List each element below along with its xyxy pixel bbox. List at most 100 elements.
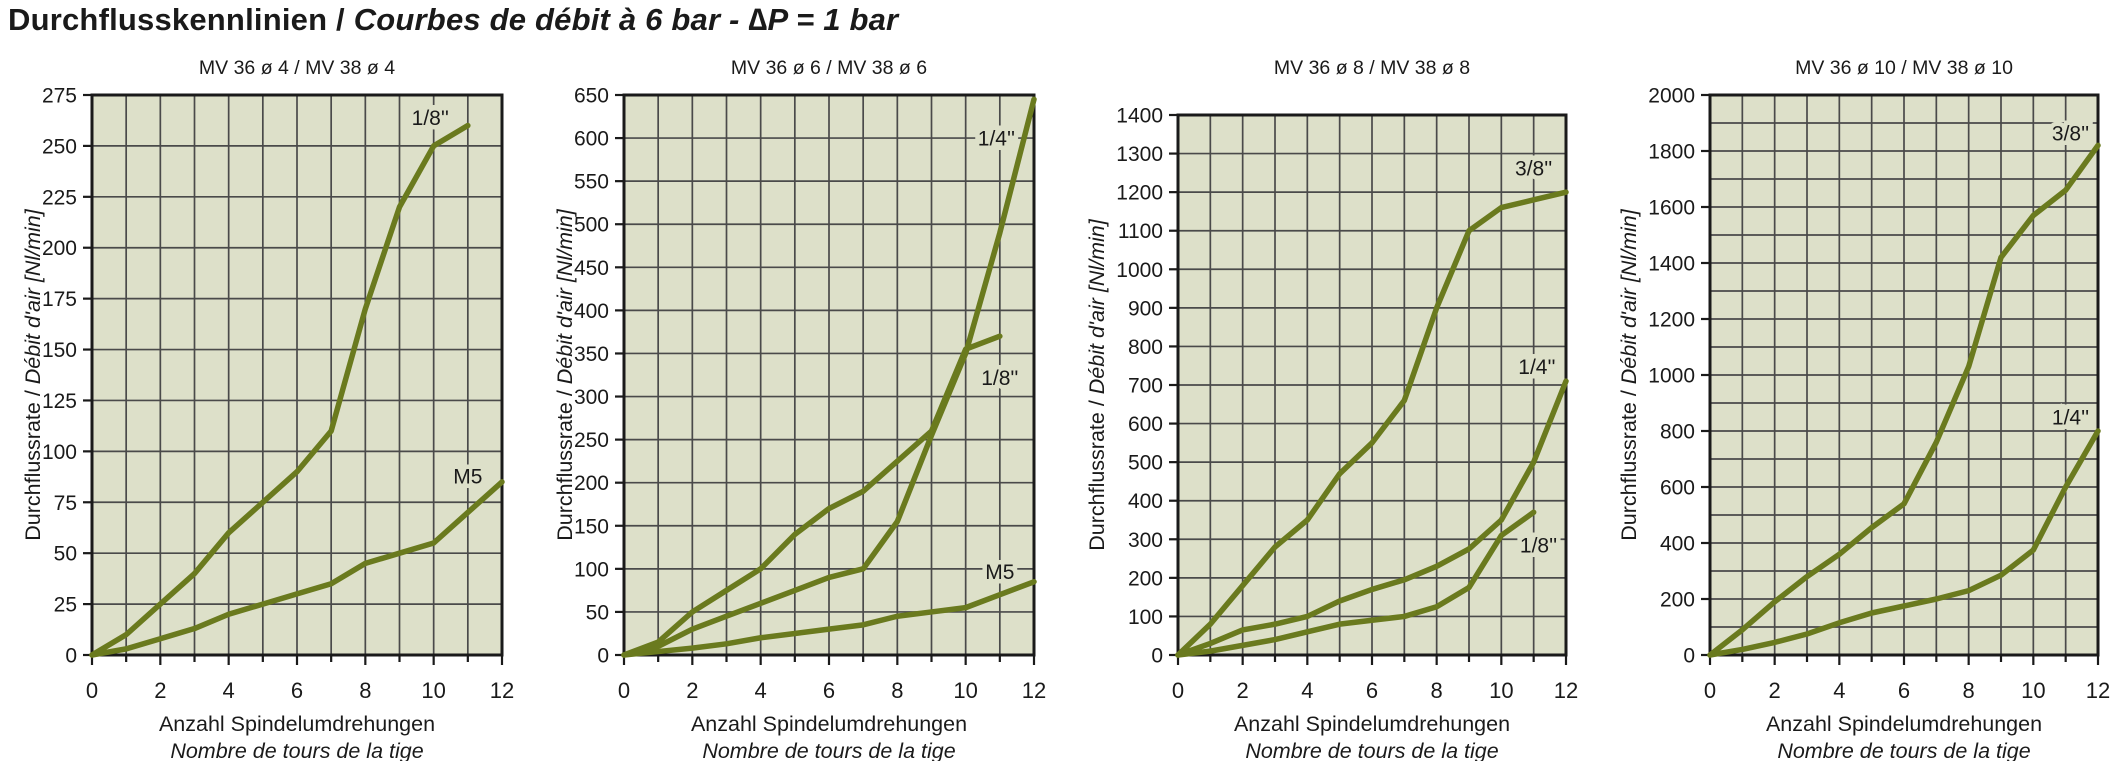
curve-label: 1/8'' — [1520, 535, 1557, 558]
y-tick-label: 225 — [42, 186, 77, 209]
y-tick-label: 100 — [1128, 606, 1163, 629]
y-tick-label: 25 — [54, 594, 77, 617]
y-tick-label: 200 — [1128, 567, 1163, 590]
y-tick-label: 550 — [574, 171, 609, 194]
x-tick-label: 2 — [1769, 678, 1781, 703]
y-tick-label: 0 — [597, 645, 609, 668]
page-title-de: Durchflusskennlinien — [8, 2, 328, 37]
y-tick-label: 0 — [1151, 645, 1163, 668]
curve-label: 1/4'' — [2052, 407, 2089, 430]
y-tick-label: 400 — [1660, 533, 1695, 556]
x-axis-title-de: Anzahl Spindelumdrehungen — [1766, 712, 2042, 736]
y-tick-label: 275 — [42, 85, 77, 108]
chart-subtitle: MV 36 ø 8 / MV 38 ø 8 — [1274, 57, 1470, 79]
curve-18 — [1175, 509, 1537, 658]
y-tick-label: 1200 — [1648, 309, 1695, 332]
x-tick-label: 4 — [1301, 678, 1313, 703]
curve-18 — [621, 333, 1003, 658]
y-tick-label: 400 — [1128, 490, 1163, 513]
y-tick-label: 150 — [574, 515, 609, 538]
curve-38 — [1175, 189, 1569, 658]
y-tick-label: 800 — [1128, 336, 1163, 359]
curve-M5 — [89, 479, 505, 658]
x-tick-label: 0 — [618, 678, 630, 703]
x-tick-label: 0 — [1704, 678, 1716, 703]
y-tick-label: 250 — [42, 135, 77, 158]
y-tick-label: 250 — [574, 429, 609, 452]
y-axis-title: Durchflussrate / Débit d'air [Nl/min] — [1617, 208, 1641, 541]
page-title: Durchflusskennlinien / Courbes de débit … — [8, 2, 898, 38]
y-tick-label: 175 — [42, 288, 77, 311]
x-axis-title-de: Anzahl Spindelumdrehungen — [1234, 712, 1510, 736]
y-tick-label: 1400 — [1648, 253, 1695, 276]
curve-label: 1/8'' — [412, 107, 449, 130]
y-tick-label: 400 — [574, 300, 609, 323]
x-tick-label: 2 — [154, 678, 166, 703]
y-axis-title: Durchflussrate / Débit d'air [Nl/min] — [21, 208, 45, 541]
y-tick-label: 2000 — [1648, 85, 1695, 108]
curve-label: 3/8'' — [2052, 122, 2089, 145]
curve-M5 — [621, 579, 1037, 658]
y-tick-label: 100 — [42, 441, 77, 464]
x-axis-title-fr: Nombre de tours de la tige — [1245, 739, 1498, 761]
x-tick-label: 6 — [823, 678, 835, 703]
y-tick-label: 1300 — [1116, 143, 1163, 166]
x-axis-title-fr: Nombre de tours de la tige — [170, 739, 423, 761]
y-tick-label: 600 — [1128, 413, 1163, 436]
y-tick-label: 150 — [42, 339, 77, 362]
x-tick-label: 6 — [291, 678, 303, 703]
y-tick-label: 600 — [574, 128, 609, 151]
y-tick-label: 1200 — [1116, 182, 1163, 205]
y-tick-label: 500 — [1128, 452, 1163, 475]
y-tick-label: 50 — [54, 543, 77, 566]
y-tick-label: 500 — [574, 214, 609, 237]
y-tick-label: 300 — [1128, 529, 1163, 552]
chart-mv36-o10: MV 36 ø 10 / MV 38 ø 10 0 200 400 600 800 1000… — [1617, 57, 2110, 761]
x-axis-title-fr: Nombre de tours de la tige — [702, 739, 955, 761]
x-tick-label: 8 — [359, 678, 371, 703]
curve-label: 1/8'' — [981, 367, 1018, 390]
x-tick-label: 8 — [891, 678, 903, 703]
x-tick-label: 10 — [953, 678, 977, 703]
y-tick-label: 700 — [1128, 375, 1163, 398]
x-tick-label: 2 — [686, 678, 698, 703]
curve-label: 3/8'' — [1515, 158, 1552, 181]
x-tick-label: 4 — [1833, 678, 1845, 703]
y-tick-label: 0 — [1683, 645, 1695, 668]
curve-label: 1/4'' — [978, 128, 1015, 151]
y-tick-label: 50 — [586, 601, 609, 624]
page-title-fr: Courbes de débit à 6 bar - ∆P = 1 bar — [353, 2, 899, 37]
y-tick-label: 100 — [574, 558, 609, 581]
curve-14 — [1175, 378, 1569, 658]
y-tick-label: 1000 — [1116, 259, 1163, 282]
x-tick-label: 8 — [1963, 678, 1975, 703]
y-tick-label: 200 — [42, 237, 77, 260]
x-tick-label: 6 — [1366, 678, 1378, 703]
x-tick-label: 6 — [1898, 678, 1910, 703]
curve-label: M5 — [985, 561, 1014, 584]
x-tick-label: 10 — [2021, 678, 2045, 703]
chart-subtitle: MV 36 ø 4 / MV 38 ø 4 — [199, 57, 395, 79]
chart-subtitle: MV 36 ø 10 / MV 38 ø 10 — [1795, 57, 2013, 79]
page-title-separator: / — [327, 2, 354, 37]
x-tick-label: 10 — [1489, 678, 1513, 703]
x-tick-label: 12 — [490, 678, 514, 703]
y-tick-label: 1400 — [1116, 105, 1163, 128]
curve-38 — [1707, 142, 2101, 658]
chart-subtitle: MV 36 ø 6 / MV 38 ø 6 — [731, 57, 927, 79]
y-tick-label: 600 — [1660, 477, 1695, 500]
y-tick-label: 1000 — [1648, 365, 1695, 388]
x-tick-label: 2 — [1237, 678, 1249, 703]
y-tick-label: 1600 — [1648, 197, 1695, 220]
x-tick-label: 10 — [421, 678, 445, 703]
y-axis-title: Durchflussrate / Débit d'air [Nl/min] — [1085, 218, 1109, 551]
x-axis-title-de: Anzahl Spindelumdrehungen — [691, 712, 967, 736]
x-tick-label: 12 — [1022, 678, 1046, 703]
x-tick-label: 4 — [755, 678, 767, 703]
x-tick-label: 8 — [1431, 678, 1443, 703]
x-axis-title-fr: Nombre de tours de la tige — [1777, 739, 2030, 761]
y-tick-label: 300 — [574, 386, 609, 409]
y-tick-label: 350 — [574, 343, 609, 366]
y-tick-label: 125 — [42, 390, 77, 413]
